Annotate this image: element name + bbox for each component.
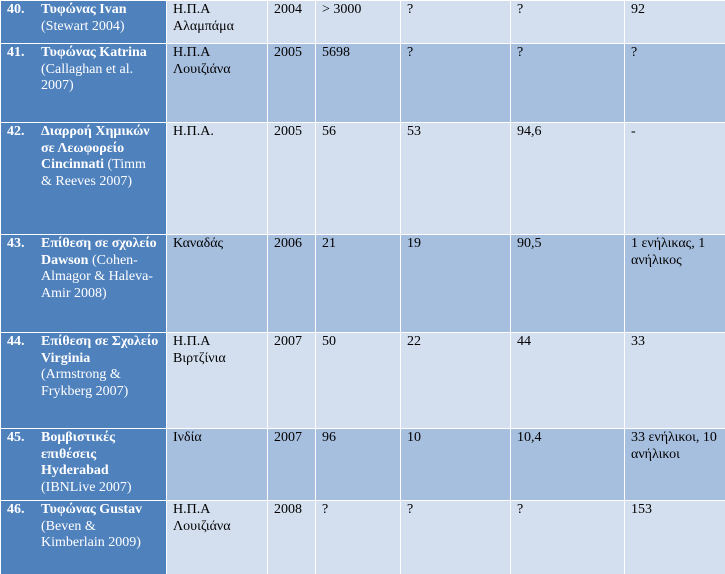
value-cell: ? bbox=[510, 500, 625, 574]
country-cell: Η.Π.Α Λουιζιάνα bbox=[166, 500, 268, 574]
value-cell: 53 bbox=[400, 122, 511, 235]
value-cell: 44 bbox=[510, 332, 625, 429]
country-cell: Καναδάς bbox=[166, 234, 268, 333]
year-cell: 2005 bbox=[267, 122, 316, 235]
event-reference: (Stewart 2004) bbox=[41, 18, 125, 34]
event-reference: (Beven & Kimberlain 2009) bbox=[41, 518, 141, 551]
value-cell: 94,6 bbox=[510, 122, 625, 235]
table-row: 42. Διαρροή Χημικών σε Λεωφορείο Cincinna… bbox=[0, 122, 725, 235]
value-cell: ? bbox=[400, 0, 511, 44]
value-cell: 33 bbox=[624, 332, 725, 429]
year-cell: 2007 bbox=[267, 428, 316, 501]
value-cell: ? bbox=[400, 43, 511, 123]
row-header-cell: 43. Επίθεση σε σχολείο Dawson (Cohen-Alma… bbox=[0, 234, 167, 333]
table-row: 45. Βομβιστικές επιθέσεις Hyderabad (IBNL… bbox=[0, 428, 725, 501]
value-cell: 1 ενήλικας, 1 ανήλικος bbox=[624, 234, 725, 333]
row-header-cell: 40. Τυφώνας Ivan (Stewart 2004) bbox=[0, 0, 167, 44]
row-number: 40. bbox=[7, 2, 25, 17]
event-title: Τυφώνας Katrina bbox=[41, 45, 147, 60]
row-number: 46. bbox=[7, 502, 25, 517]
value-cell: 10 bbox=[400, 428, 511, 501]
event-title: Διαρροή Χημικών σε Λεωφορείο Cincinnati bbox=[41, 124, 150, 173]
year-cell: 2004 bbox=[267, 0, 316, 44]
row-header-cell: 46. Τυφώνας Gustav (Beven & Kimberlain 20… bbox=[0, 500, 167, 574]
event-title: Βομβιστικές επιθέσεις Hyderabad bbox=[41, 430, 116, 479]
value-cell: ? bbox=[510, 0, 625, 44]
country-cell: Η.Π.Α Λουιζιάνα bbox=[166, 43, 268, 123]
event-reference: (Callaghan et al. 2007) bbox=[41, 61, 134, 94]
value-cell: 21 bbox=[315, 234, 401, 333]
row-header-cell: 45. Βομβιστικές επιθέσεις Hyderabad (IBNL… bbox=[0, 428, 167, 501]
year-cell: 2008 bbox=[267, 500, 316, 574]
row-number: 42. bbox=[7, 124, 25, 139]
value-cell: 22 bbox=[400, 332, 511, 429]
value-cell: > 3000 bbox=[315, 0, 401, 44]
event-title: Επίθεση σε σχολείο Dawson bbox=[41, 236, 157, 268]
country-cell: Ινδία bbox=[166, 428, 268, 501]
table-row: 44. Επίθεση σε Σχολείο Virginia (Armstron… bbox=[0, 332, 725, 429]
value-cell: 153 bbox=[624, 500, 725, 574]
year-cell: 2005 bbox=[267, 43, 316, 123]
row-header-cell: 44. Επίθεση σε Σχολείο Virginia (Armstron… bbox=[0, 332, 167, 429]
event-title: Τυφώνας Gustav bbox=[41, 502, 143, 517]
year-cell: 2007 bbox=[267, 332, 316, 429]
value-cell: 90,5 bbox=[510, 234, 625, 333]
value-cell: 96 bbox=[315, 428, 401, 501]
event-reference: (IBNLive 2007) bbox=[41, 479, 132, 495]
event-reference: (Cohen-Almagor & Haleva-Amir 2008) bbox=[41, 252, 153, 301]
row-number: 43. bbox=[7, 236, 25, 251]
event-title: Επίθεση σε Σχολείο Virginia bbox=[41, 334, 159, 366]
country-cell: Η.Π.Α Βιρτζίνια bbox=[166, 332, 268, 429]
event-reference: (Armstrong & Frykberg 2007) bbox=[41, 367, 129, 399]
value-cell: 92 bbox=[624, 0, 725, 44]
table-row: 41. Τυφώνας Katrina (Callaghan et al. 200… bbox=[0, 43, 725, 123]
value-cell: 5698 bbox=[315, 43, 401, 123]
table-row: 46. Τυφώνας Gustav (Beven & Kimberlain 20… bbox=[0, 500, 725, 574]
row-number: 44. bbox=[7, 334, 25, 349]
year-cell: 2006 bbox=[267, 234, 316, 333]
value-cell: 56 bbox=[315, 122, 401, 235]
event-title: Τυφώνας Ivan bbox=[41, 2, 127, 17]
value-cell: ? bbox=[624, 43, 725, 123]
country-cell: Η.Π.Α. bbox=[166, 122, 268, 235]
country-cell: Η.Π.Α Αλαμπάμα bbox=[166, 0, 268, 44]
table-row: 43. Επίθεση σε σχολείο Dawson (Cohen-Alma… bbox=[0, 234, 725, 333]
value-cell: 10,4 bbox=[510, 428, 625, 501]
row-number: 41. bbox=[7, 45, 25, 60]
value-cell: ? bbox=[510, 43, 625, 123]
value-cell: 19 bbox=[400, 234, 511, 333]
value-cell: ? bbox=[315, 500, 401, 574]
event-reference: (Timm & Reeves 2007) bbox=[41, 157, 146, 189]
value-cell: 50 bbox=[315, 332, 401, 429]
value-cell: 33 ενήλικοι, 10 ανήλικοι bbox=[624, 428, 725, 501]
row-number: 45. bbox=[7, 430, 25, 445]
value-cell: - bbox=[624, 122, 725, 235]
row-header-cell: 41. Τυφώνας Katrina (Callaghan et al. 200… bbox=[0, 43, 167, 123]
value-cell: ? bbox=[400, 500, 511, 574]
table-row: 40. Τυφώνας Ivan (Stewart 2004) Η.Π.Α Αλα… bbox=[0, 0, 725, 44]
row-header-cell: 42. Διαρροή Χημικών σε Λεωφορείο Cincinna… bbox=[0, 122, 167, 235]
